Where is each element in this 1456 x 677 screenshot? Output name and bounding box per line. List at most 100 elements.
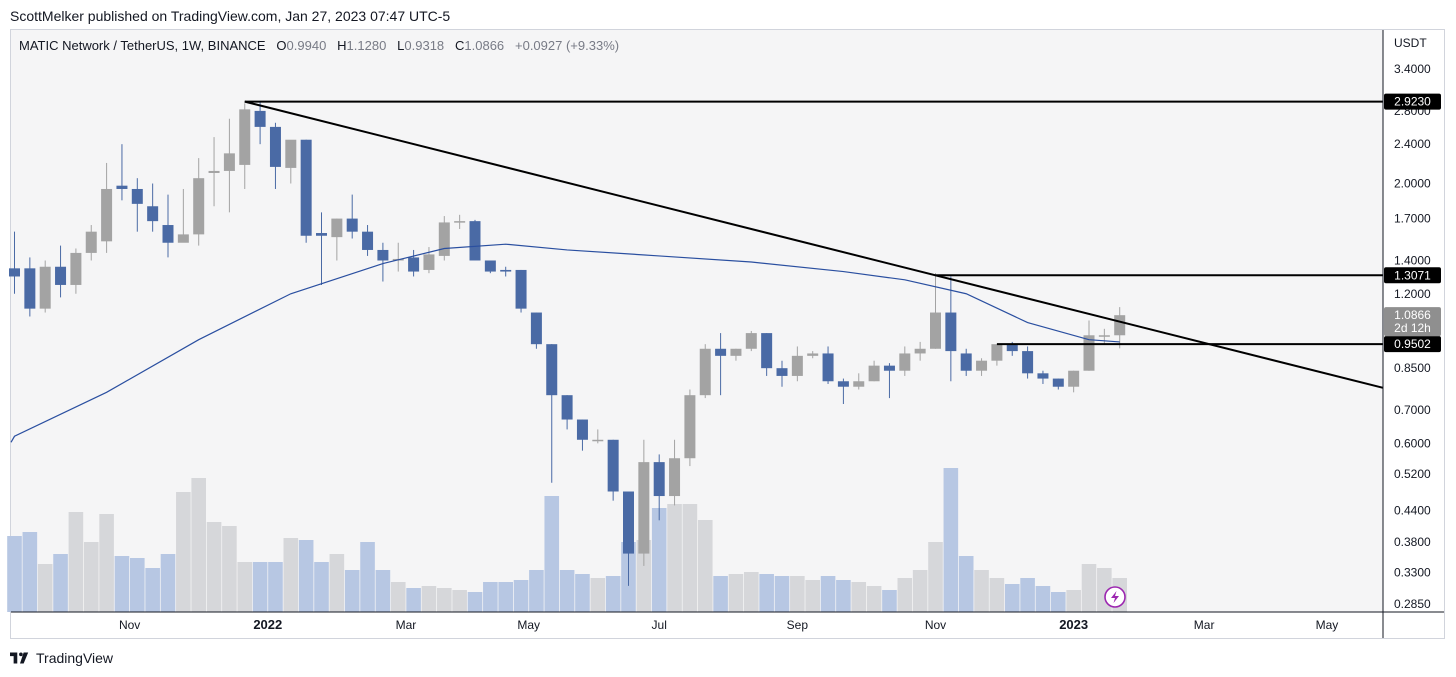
candle-body	[269, 126, 281, 167]
lightning-icon[interactable]	[1104, 586, 1126, 608]
volume-bar	[851, 582, 867, 612]
volume-bar	[529, 570, 544, 612]
volume-bar	[452, 590, 467, 612]
volume-bar	[559, 570, 575, 612]
volume-bar	[713, 576, 728, 612]
candle-body	[914, 348, 926, 354]
volume-bar	[790, 576, 805, 612]
candle-body	[147, 206, 159, 222]
price-tick-label: 2.0000	[1394, 177, 1431, 191]
volume-bar	[651, 508, 667, 612]
close-value: 1.0866	[464, 38, 505, 53]
volume-bar	[360, 542, 375, 612]
volume-bar	[145, 568, 160, 612]
candle-body	[899, 353, 911, 371]
time-tick-label: May	[1316, 618, 1339, 632]
high-value: 1.1280	[346, 38, 387, 53]
candle-body	[500, 269, 512, 272]
volume-bar	[590, 578, 606, 612]
footer: TradingView	[10, 650, 113, 666]
candle-body	[669, 458, 681, 497]
price-level-badge-label: 2.9230	[1394, 95, 1431, 109]
volume-bar	[68, 512, 84, 612]
volume-bar	[805, 580, 820, 612]
candle-body	[530, 312, 542, 345]
candle-body	[1006, 344, 1018, 352]
candle-body	[576, 419, 588, 440]
candle-body	[546, 344, 558, 396]
volume-bar	[744, 572, 759, 612]
candle-body	[316, 233, 327, 236]
volume-bar	[513, 580, 529, 612]
volume-bar	[958, 556, 974, 612]
volume-bar	[989, 578, 1005, 612]
price-level-badge	[1384, 267, 1441, 284]
candle-body	[653, 462, 665, 497]
candle-body	[331, 218, 343, 238]
volume-bar	[206, 522, 222, 612]
candle-body	[945, 312, 957, 352]
candle-body	[1098, 335, 1110, 337]
candle-body	[162, 225, 174, 243]
time-tick-label: 2022	[253, 617, 282, 632]
price-tick-label: 1.7000	[1394, 212, 1431, 226]
volume-bar	[437, 588, 452, 612]
candle-body	[515, 269, 527, 309]
volume-bar	[682, 504, 698, 612]
change-value: +0.0927 (+9.33%)	[515, 38, 620, 53]
volume-bar	[283, 538, 299, 612]
open-value: 0.9940	[286, 38, 327, 53]
close-label: C	[455, 38, 465, 53]
volume-bar	[252, 562, 268, 612]
candle-body	[976, 360, 988, 371]
candle-body	[55, 266, 67, 285]
price-tick-label: 0.4400	[1394, 503, 1431, 517]
candle-body	[623, 491, 634, 554]
volume-bar	[375, 570, 391, 612]
open-label: O	[276, 38, 287, 53]
candle-body	[484, 260, 496, 272]
current-price-label: 1.0866	[1394, 308, 1431, 322]
price-tick-label: 0.8500	[1394, 361, 1431, 375]
candle-body	[1022, 351, 1034, 374]
volume-bar	[7, 536, 22, 612]
candle-body	[638, 462, 650, 554]
volume-bar	[390, 582, 406, 612]
volume-bar	[467, 592, 483, 612]
candle-body	[1114, 315, 1126, 336]
candle-body	[699, 348, 711, 396]
price-level-badge-label: 0.9502	[1394, 337, 1431, 351]
candle-body	[377, 249, 389, 261]
volume-bar	[421, 586, 437, 612]
volume-bar	[191, 478, 206, 612]
candle-body	[469, 221, 481, 261]
time-tick-label: Mar	[1194, 618, 1215, 632]
candle-body	[807, 353, 819, 356]
candle-body	[607, 439, 619, 492]
candle-body	[239, 109, 251, 165]
price-tick-label: 2.4000	[1394, 137, 1431, 151]
candle-body	[116, 185, 128, 189]
candle-body	[223, 153, 235, 171]
volume-bar	[1004, 584, 1020, 612]
candle-body	[362, 231, 374, 250]
candle-body	[454, 221, 466, 223]
time-tick-label: Nov	[925, 618, 946, 632]
price-level-badge	[1384, 93, 1441, 110]
bar-countdown-label: 2d 12h	[1394, 321, 1431, 335]
volume-bar	[53, 554, 68, 612]
volume-layer	[7, 468, 1127, 612]
symbol-legend: MATIC Network / TetherUS, 1W, BINANCE O0…	[19, 38, 619, 53]
volume-bar	[820, 576, 836, 612]
volume-bar	[160, 554, 176, 612]
candle-body	[776, 368, 788, 376]
price-tick-label: 0.3300	[1394, 565, 1431, 579]
symbol-title: MATIC Network / TetherUS, 1W, BINANCE	[19, 38, 266, 53]
candle-body	[254, 110, 266, 127]
candle-body	[930, 312, 941, 349]
price-tick-label: 1.2000	[1394, 287, 1431, 301]
volume-bar	[83, 542, 99, 612]
candle-body	[408, 257, 420, 272]
